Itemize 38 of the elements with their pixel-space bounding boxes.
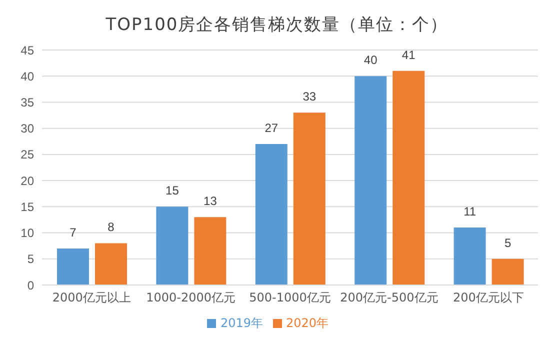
bar	[156, 206, 188, 285]
y-tick-label: 30	[20, 122, 34, 136]
x-tick-label: 500-1000亿元	[249, 290, 331, 305]
y-tick-label: 15	[20, 200, 34, 214]
x-tick-label: 200亿元-500亿元	[340, 290, 438, 305]
bar	[492, 258, 524, 285]
data-label: 27	[264, 121, 278, 135]
y-tick-label: 0	[27, 278, 34, 292]
bar	[293, 112, 326, 285]
data-label: 11	[464, 204, 476, 219]
y-tick-label: 5	[27, 252, 34, 266]
y-tick-label: 10	[20, 226, 34, 240]
chart-title: TOP100房企各销售梯次数量（单位：个）	[104, 14, 450, 37]
y-tick-label: 20	[20, 174, 34, 188]
bar	[255, 144, 288, 285]
data-label: 8	[108, 220, 115, 234]
legend-label: 2020年	[286, 316, 329, 330]
bar	[57, 248, 89, 285]
data-label: 13	[204, 194, 218, 208]
bar	[194, 217, 226, 285]
x-tick-label: 1000-2000亿元	[146, 290, 236, 305]
bar	[392, 70, 425, 285]
y-tick-label: 35	[20, 95, 34, 110]
bar	[354, 76, 387, 285]
x-tick-label: 2000亿元以上	[52, 290, 131, 305]
bar	[95, 243, 127, 285]
y-tick-label: 25	[20, 148, 34, 162]
bar	[454, 228, 486, 285]
data-label: 33	[302, 90, 316, 104]
data-label: 5	[504, 236, 512, 250]
data-label: 15	[166, 184, 180, 198]
x-tick-label: 200亿元以下	[452, 290, 524, 305]
data-label: 7	[70, 225, 77, 240]
data-label: 40	[364, 53, 378, 68]
legend-label: 2019年	[220, 316, 263, 330]
y-tick-label: 40	[20, 69, 34, 84]
y-tick-label: 45	[20, 43, 34, 58]
data-label: 41	[402, 48, 416, 62]
